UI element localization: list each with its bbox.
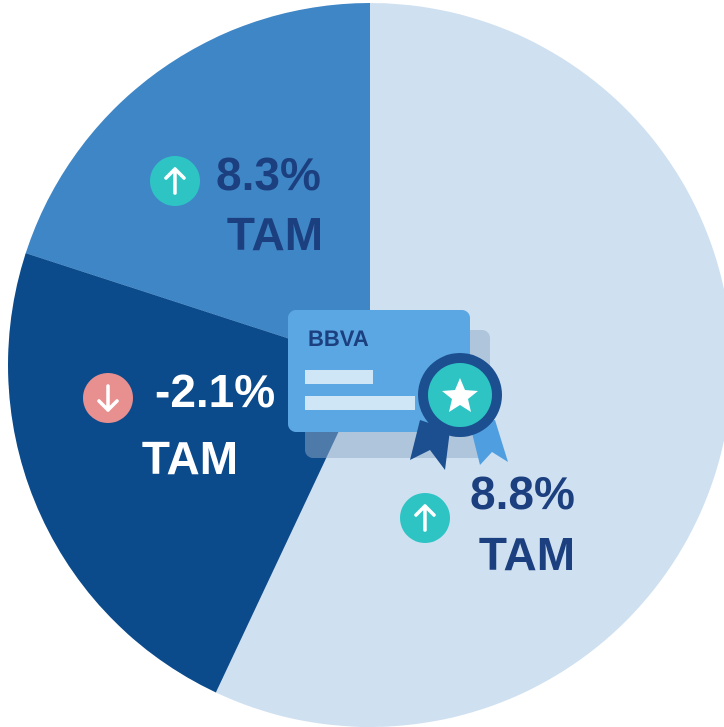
arrow-down-icon (83, 373, 133, 423)
card-logo: BBVA (308, 326, 369, 351)
growth-unit: TAM (479, 528, 575, 580)
card-icon: BBVA (288, 310, 508, 470)
growth-unit: TAM (142, 432, 238, 484)
arrow-up-icon (400, 493, 450, 543)
growth-value: 8.3% (216, 148, 321, 200)
card-line (305, 370, 373, 384)
arrow-up-icon (150, 156, 200, 206)
chart: BBVA 8.8% TAM -2.1% TAM 8.3% TAM (0, 0, 724, 727)
growth-value: 8.8% (470, 467, 575, 519)
card-line (305, 396, 415, 410)
growth-value: -2.1% (155, 365, 275, 417)
growth-unit: TAM (227, 208, 323, 260)
